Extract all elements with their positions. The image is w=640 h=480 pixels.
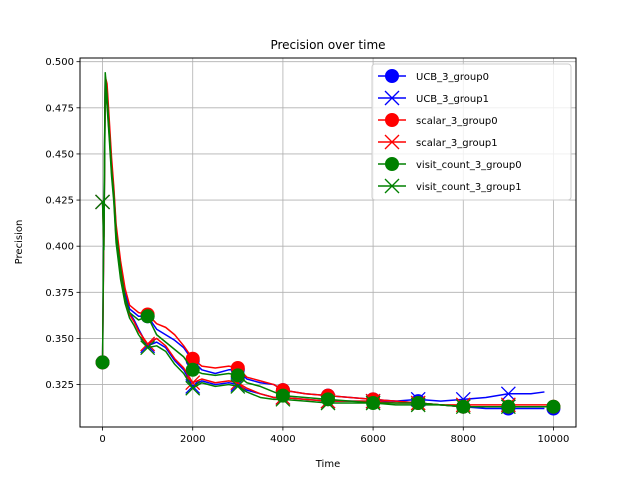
data-point-visit-count-3-group1-stroke-b [140,340,156,356]
data-point-visit-count-3-group1-stroke-b [365,395,381,411]
y-tick-label: 0.350 [45,334,74,345]
data-point-visit-count-3-group1 [410,397,426,413]
legend-marker [384,178,400,194]
data-point-scalar-3-group1-stroke-b [140,336,156,352]
data-point-visit-count-3-group1-stroke-b [500,399,516,415]
x-tick-label: 8000 [451,434,476,445]
legend-entry-visit-count-3-group1: visit_count_3_group1 [378,178,522,194]
x-tick-label: 2000 [180,434,205,445]
x-tick-label: 4000 [270,434,295,445]
data-point-visit-count-3-group0 [185,362,200,377]
data-point-scalar-3-group1-stroke-b [185,375,201,391]
data-point-visit-count-3-group0 [230,368,245,383]
data-point-visit-count-3-group0 [95,355,110,370]
legend-marker [384,90,400,106]
data-point-visit-count-3-group1 [95,194,111,210]
data-point-visit-count-3-group1 [365,395,381,411]
data-point-visit-count-3-group0 [140,309,155,324]
x-axis: 0 2000 4000 6000 8000 10000 [99,427,569,445]
legend-marker-stroke-b [384,178,400,194]
legend-label: visit_count_3_group0 [416,160,522,171]
legend-entry-ucb-3-group0: UCB_3_group0 [378,69,489,83]
legend-label: scalar_3_group1 [416,138,498,149]
data-point-visit-count-3-group1 [185,380,201,396]
data-point-visit-count-3-group1-stroke-b [320,395,336,411]
legend-label: UCB_3_group1 [416,94,489,105]
legend-entry-visit-count-3-group0: visit_count_3_group0 [378,157,522,171]
legend-marker [385,157,399,171]
legend-label: visit_count_3_group1 [416,182,522,193]
series-line-visit-count-3-group1 [101,86,554,408]
data-point-visit-count-3-group0 [411,396,426,411]
data-point-ucb-3-group1 [500,386,516,402]
y-tick-label: 0.475 [45,103,74,114]
data-point-ucb-3-group1-stroke-b [185,378,201,394]
y-tick-label: 0.450 [45,149,74,160]
data-point-visit-count-3-group1 [275,391,291,407]
legend-marker-stroke-b [384,134,400,150]
data-point-scalar-3-group1 [185,375,201,391]
plot-area [95,72,561,416]
x-tick-label: 6000 [360,434,385,445]
x-axis-label: Time [315,459,340,470]
y-axis: 0.325 0.350 0.375 0.400 0.425 0.450 0.475 0.500 [45,57,80,391]
data-point-visit-count-3-group1-stroke-b [185,380,201,396]
data-point-visit-count-3-group1-stroke-b [275,391,291,407]
y-tick-label: 0.425 [45,196,74,207]
data-point-visit-count-3-group1 [140,340,156,356]
chart-title: Precision over time [270,38,385,52]
data-point-visit-count-3-group1-stroke-b [410,397,426,413]
axes-frame [79,57,577,428]
legend-entry-scalar-3-group1: scalar_3_group1 [378,134,498,150]
legend-entry-scalar-3-group0: scalar_3_group0 [378,113,498,127]
y-tick-label: 0.500 [45,57,74,68]
legend-marker-stroke-b [384,90,400,106]
legend-label: UCB_3_group0 [416,72,489,83]
legend-marker [385,69,399,83]
x-tick-label: 0 [99,434,105,445]
legend-label: scalar_3_group0 [416,116,498,127]
data-point-visit-count-3-group1-stroke-b [455,399,471,415]
data-point-scalar-3-group1 [140,336,156,352]
series-visit-count-3-group1 [95,86,554,415]
data-point-visit-count-3-group1 [455,399,471,415]
data-point-ucb-3-group1-stroke-b [500,386,516,402]
data-point-visit-count-3-group1-stroke-b [95,194,111,210]
legend-box [371,63,572,201]
legend-marker [385,113,399,127]
legend: UCB_3_group0 UCB_3_group1 scalar_3_group0s… [371,63,572,201]
y-axis-label: Precision [14,220,25,265]
data-point-visit-count-3-group1 [500,399,516,415]
y-tick-label: 0.375 [45,288,74,299]
data-point-visit-count-3-group1 [320,395,336,411]
y-tick-label: 0.400 [45,242,74,253]
data-point-visit-count-3-group1 [230,378,246,394]
legend-marker [384,134,400,150]
y-tick-label: 0.325 [45,380,74,391]
legend-entry-ucb-3-group1: UCB_3_group1 [378,90,489,106]
x-tick-label: 10000 [538,434,570,445]
data-point-visit-count-3-group1-stroke-b [230,378,246,394]
